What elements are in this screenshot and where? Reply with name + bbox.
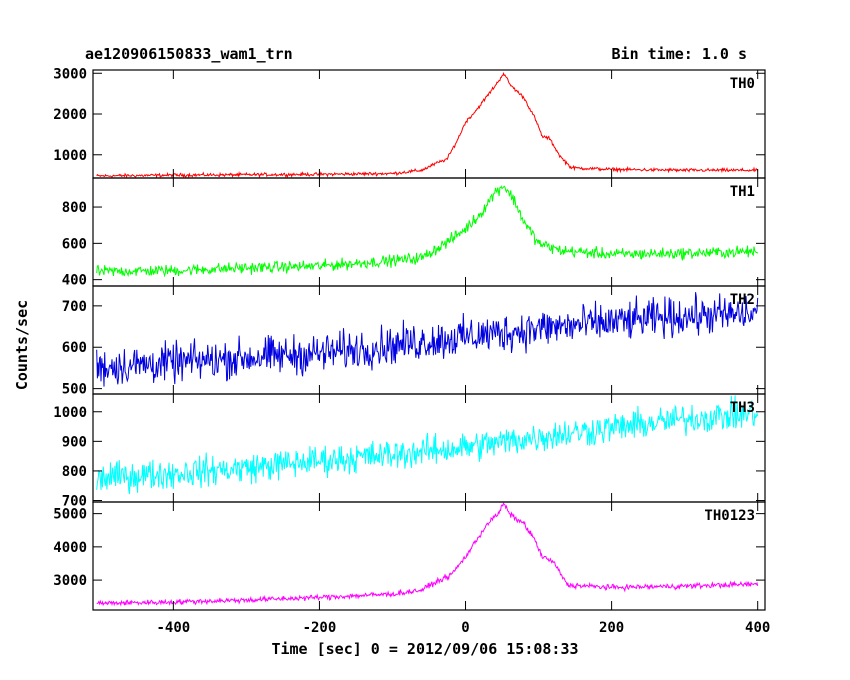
- x-tick-label: -400: [156, 620, 190, 636]
- y-tick-label: 900: [62, 434, 87, 450]
- panel-frame: [92, 69, 766, 179]
- series-line-th3: [96, 395, 759, 495]
- panel-label-th3: TH3: [730, 400, 755, 416]
- y-tick-label: 600: [62, 340, 87, 356]
- series-line-th0123: [96, 502, 759, 607]
- y-tick-label: 700: [62, 299, 87, 315]
- panel-frame: [92, 285, 766, 395]
- y-tick-label: 4000: [53, 540, 87, 556]
- y-tick-label: 700: [62, 494, 87, 510]
- y-tick-label: 600: [62, 236, 87, 252]
- bin-time-label: Bin time: 1.0 s: [611, 45, 747, 63]
- series-line-th1: [96, 185, 759, 278]
- x-tick-label: 400: [745, 620, 770, 636]
- chart-title: ae120906150833_wam1_trn: [85, 45, 293, 63]
- y-tick-label: 800: [62, 200, 87, 216]
- y-tick-label: 3000: [53, 66, 87, 82]
- series-line-th0: [96, 71, 759, 179]
- y-tick-label: 2000: [53, 107, 87, 123]
- panel-label-th0123: TH0123: [704, 508, 755, 524]
- y-tick-label: 5000: [53, 507, 87, 523]
- x-tick-label: -200: [303, 620, 337, 636]
- y-tick-label: 1000: [53, 148, 87, 164]
- panel-frame: [92, 501, 766, 611]
- y-tick-label: 800: [62, 464, 87, 480]
- series-line-th2: [96, 292, 759, 387]
- panel-label-th1: TH1: [730, 184, 755, 200]
- x-tick-label: 0: [461, 620, 469, 636]
- panel-label-th0: TH0: [730, 76, 755, 92]
- panel-frame: [92, 177, 766, 287]
- y-axis-label: Counts/sec: [13, 299, 31, 391]
- x-axis-label: Time [sec] 0 = 2012/09/06 15:08:33: [271, 640, 579, 658]
- y-tick-label: 500: [62, 382, 87, 398]
- x-tick-label: 200: [599, 620, 624, 636]
- y-tick-label: 1000: [53, 405, 87, 421]
- panel-label-th2: TH2: [730, 292, 755, 308]
- y-tick-label: 400: [62, 273, 87, 289]
- y-tick-label: 3000: [53, 573, 87, 589]
- panel-frame: [92, 393, 766, 503]
